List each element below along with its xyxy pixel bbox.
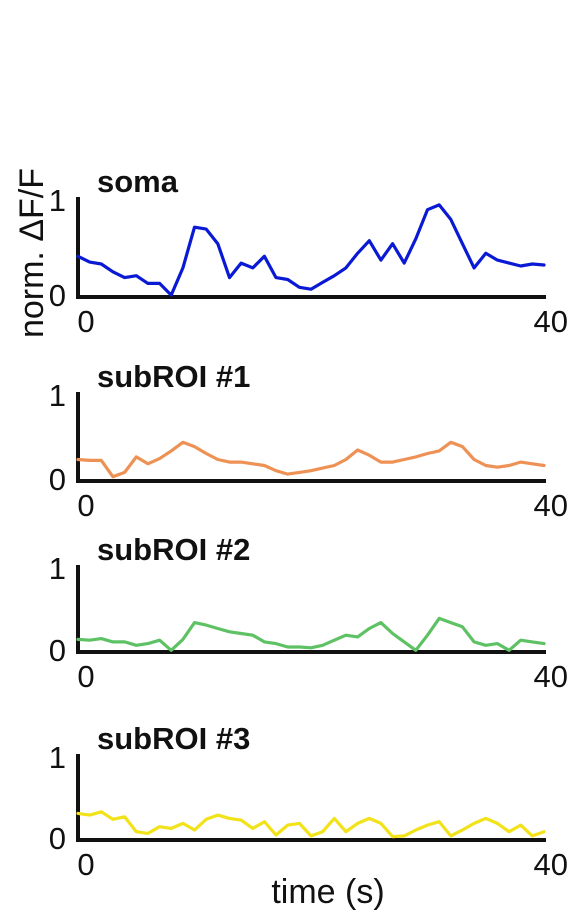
x-tick-label: 0	[77, 304, 94, 339]
x-tick-label: 0	[77, 488, 94, 523]
y-tick-label: 0	[49, 462, 66, 497]
y-tick-label: 1	[49, 183, 66, 218]
panel-3: subROI #2 1 00 40	[49, 532, 568, 694]
x-tick-label: 40	[534, 847, 568, 882]
y-tick-label: 0	[49, 278, 66, 313]
series-line	[76, 810, 546, 839]
panel-title: soma	[97, 164, 179, 199]
panel-title: subROI #1	[97, 359, 250, 394]
series-line	[76, 203, 546, 297]
y-tick-label: 0	[49, 821, 66, 856]
y-tick-label: 0	[49, 633, 66, 668]
series-line	[76, 616, 546, 652]
y-axis-label: norm. ΔF/F	[13, 168, 51, 338]
panel-title: subROI #3	[97, 721, 250, 756]
series-line	[76, 440, 546, 479]
x-axis-label: time (s)	[271, 873, 384, 911]
x-tick-label: 40	[534, 488, 568, 523]
panel-1: soma 1 00 40	[49, 164, 568, 339]
y-tick-label: 1	[49, 551, 66, 586]
x-tick-label: 40	[534, 304, 568, 339]
panel-2: subROI #1 1 00 40	[49, 359, 568, 523]
y-tick-label: 1	[49, 378, 66, 413]
x-tick-label: 0	[77, 659, 94, 694]
x-tick-label: 0	[77, 847, 94, 882]
y-tick-label: 1	[49, 740, 66, 775]
x-tick-label: 40	[534, 659, 568, 694]
panel-title: subROI #2	[97, 532, 250, 567]
panel-4: subROI #3 1 00 40	[49, 721, 568, 882]
